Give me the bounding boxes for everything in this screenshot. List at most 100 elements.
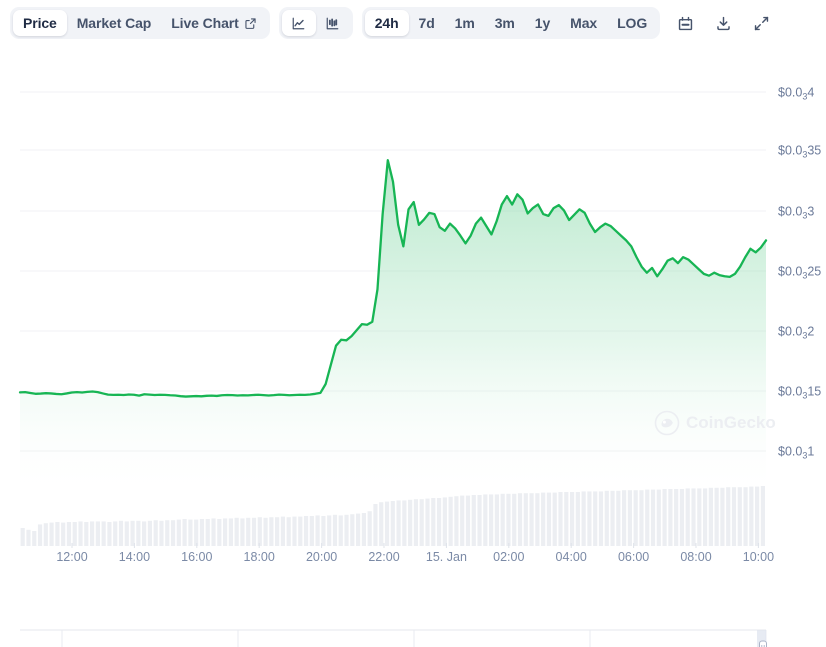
- volume-bar: [350, 514, 355, 546]
- volume-bar: [639, 490, 644, 546]
- volume-bar: [755, 486, 760, 546]
- y-axis-labels: $0.034 $0.0335 $0.033 $0.0325 $0.032 $0.0315 $…: [778, 86, 821, 461]
- range-tab-3m[interactable]: 3m: [485, 10, 525, 36]
- volume-bar: [176, 519, 181, 546]
- volume-bar: [199, 519, 205, 546]
- volume-bar: [598, 491, 604, 546]
- volume-bar: [714, 487, 719, 546]
- volume-bar: [251, 517, 257, 546]
- volume-bar: [569, 492, 575, 546]
- volume-bar: [26, 529, 31, 546]
- navigator-selection-edge: [757, 630, 766, 647]
- volume-bar: [217, 519, 222, 546]
- range-tab-7d[interactable]: 7d: [409, 10, 445, 36]
- y-axis-tick-label: $0.0335: [778, 144, 821, 160]
- volume-bar: [737, 487, 742, 546]
- volume-bar: [303, 516, 309, 546]
- metric-tab-market-cap[interactable]: Market Cap: [67, 10, 161, 36]
- volume-bar: [211, 518, 216, 546]
- x-axis-tick-label: 18:00: [244, 550, 275, 564]
- volume-bar: [188, 519, 193, 546]
- volume-bar: [477, 495, 482, 546]
- volume-bar: [223, 518, 228, 546]
- volume-bar: [512, 493, 517, 546]
- range-tab-label: LOG: [617, 15, 648, 31]
- volume-bar: [489, 494, 494, 546]
- x-axis-tick-label: 20:00: [306, 550, 337, 564]
- y-axis-tick-label: $0.032: [778, 325, 814, 341]
- y-axis-tick-label: $0.0325: [778, 265, 821, 281]
- volume-bar: [32, 531, 37, 546]
- x-axis-labels: 12:00 14:00 16:00 18:00 20:00 22:00 15. Jan 02:…: [56, 550, 774, 564]
- volume-bar: [136, 520, 141, 546]
- metric-tab-live-chart[interactable]: Live Chart: [161, 10, 266, 36]
- volume-bar: [650, 489, 656, 546]
- volume-bar: [280, 516, 286, 546]
- metric-tab-price[interactable]: Price: [13, 10, 67, 36]
- price-area-fill: [20, 160, 766, 493]
- volume-bar: [616, 490, 621, 546]
- volume-bar: [726, 487, 731, 546]
- chart-type-group: [278, 7, 353, 39]
- volume-bar: [743, 487, 748, 546]
- volume-bar: [627, 490, 632, 546]
- range-tab-label: Max: [570, 15, 598, 31]
- volume-bar: [327, 515, 332, 546]
- y-axis-tick-label: $0.031: [778, 445, 814, 461]
- volume-bar: [228, 518, 233, 546]
- x-axis-tick-label: 14:00: [119, 550, 150, 564]
- volume-bar: [506, 493, 511, 546]
- y-axis-tick-label: $0.033: [778, 205, 814, 221]
- x-axis-tick-label: 10:00: [743, 550, 774, 564]
- y-axis-tick-label: $0.034: [778, 86, 814, 102]
- price-chart-svg[interactable]: CoinGecko $0.034 $0.0335 $0.033 $0.0325 $0.0…: [0, 46, 826, 647]
- volume-bar: [731, 487, 737, 546]
- candlestick-chart-button[interactable]: [316, 10, 350, 36]
- download-button[interactable]: [704, 7, 742, 39]
- volume-bar: [124, 521, 129, 546]
- volume-bar: [668, 489, 673, 546]
- range-tab-24h[interactable]: 24h: [364, 10, 409, 36]
- volume-bar: [55, 522, 60, 546]
- range-tab-log[interactable]: LOG: [607, 10, 657, 36]
- range-tab-max[interactable]: Max: [560, 10, 607, 36]
- volume-bar: [500, 493, 505, 546]
- volume-bar: [396, 500, 401, 546]
- volume-bar: [20, 528, 25, 546]
- volume-bar: [298, 516, 303, 546]
- expand-icon: [754, 16, 768, 30]
- calendar-button[interactable]: [666, 7, 704, 39]
- calendar-icon: [678, 16, 692, 30]
- watermark-label: CoinGecko: [686, 413, 776, 432]
- volume-bar: [292, 516, 297, 546]
- volume-bar: [465, 495, 471, 546]
- range-tab-1m[interactable]: 1m: [445, 10, 485, 36]
- volume-bar: [564, 492, 569, 546]
- x-axis-tick-label: 12:00: [56, 550, 87, 564]
- time-range-group: 24h 7d 1m 3m 1y Max LOG: [361, 7, 661, 39]
- volume-bar: [321, 516, 326, 546]
- volume-bar: [130, 520, 135, 546]
- line-chart-button[interactable]: [281, 10, 316, 36]
- navigator-handle-right[interactable]: [757, 630, 767, 647]
- volume-bar: [142, 521, 147, 546]
- volume-bar: [610, 490, 615, 546]
- range-tab-label: 24h: [374, 15, 399, 31]
- volume-bar: [286, 517, 291, 546]
- range-tab-label: 3m: [494, 15, 515, 31]
- external-link-icon: [245, 17, 256, 29]
- volume-bar: [43, 523, 48, 546]
- volume-bar: [361, 513, 366, 546]
- chart-toolbar: Price Market Cap Live Chart 24h 7d 1m 3m 1y Max…: [0, 0, 826, 46]
- range-tab-1y[interactable]: 1y: [525, 10, 560, 36]
- price-line: [18, 159, 768, 398]
- volume-bar: [702, 488, 708, 546]
- handle-grip[interactable]: [759, 640, 767, 647]
- volume-bar: [263, 517, 268, 546]
- volume-bar: [72, 522, 77, 546]
- volume-bar: [338, 515, 343, 546]
- expand-button[interactable]: [742, 7, 780, 39]
- line-chart-icon: [292, 17, 305, 29]
- volume-bar: [575, 492, 580, 546]
- range-navigator[interactable]: Sep '23Jan '24May '24Sep '24Jan '25: [20, 629, 812, 647]
